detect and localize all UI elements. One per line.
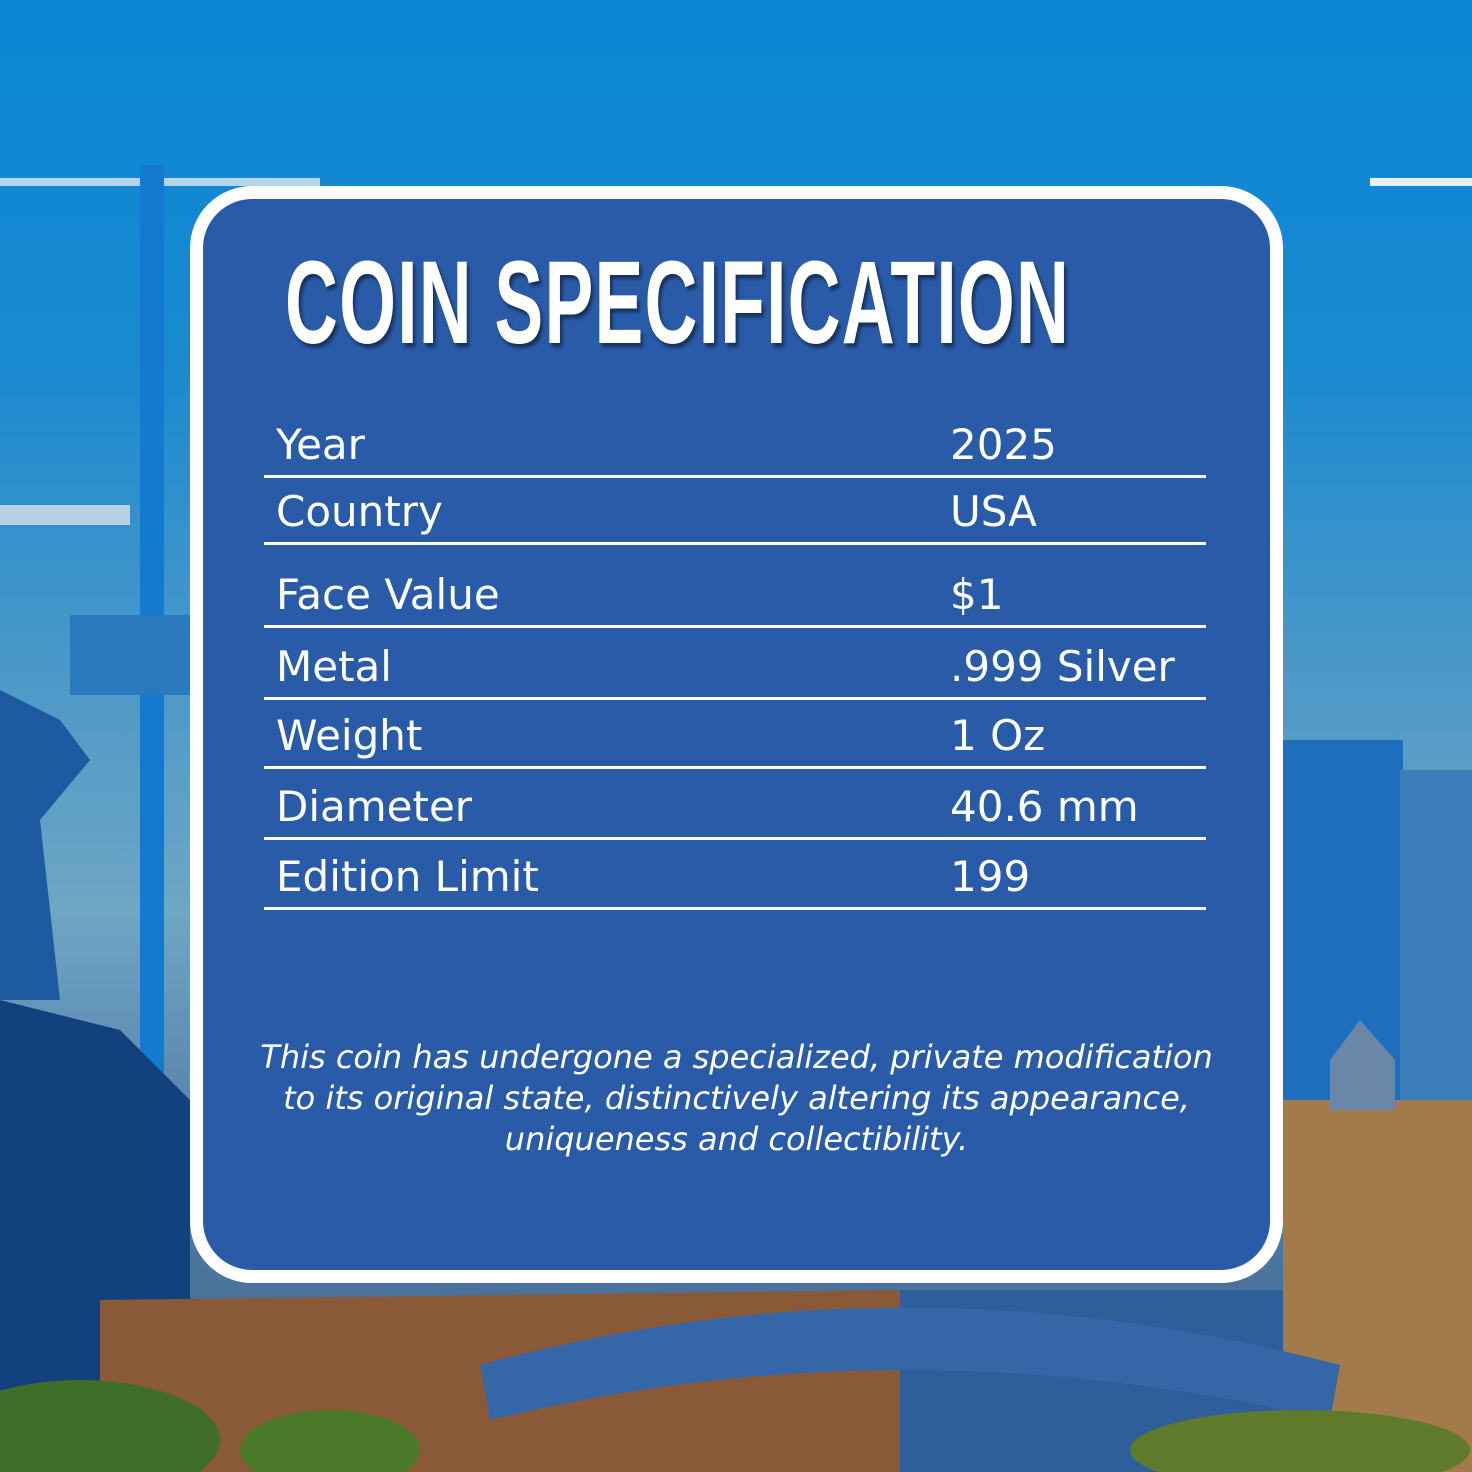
coin-specification-card: COIN SPECIFICATION Year 2025 Country USA… xyxy=(190,186,1283,1283)
spec-label: Year xyxy=(276,420,365,469)
spec-label: Metal xyxy=(276,642,392,691)
spec-row-edition-limit: Edition Limit 199 xyxy=(264,840,1206,910)
spec-value: USA xyxy=(950,487,1037,536)
spec-value: 2025 xyxy=(950,420,1057,469)
spec-row-weight: Weight 1 Oz xyxy=(264,700,1206,769)
spec-label: Country xyxy=(276,487,443,536)
spec-value: $1 xyxy=(950,570,1004,619)
spec-row-diameter: Diameter 40.6 mm xyxy=(264,769,1206,840)
spec-row-year: Year 2025 xyxy=(264,389,1206,478)
spec-label: Face Value xyxy=(276,570,500,619)
spec-label: Weight xyxy=(276,711,423,760)
spec-value: .999 Silver xyxy=(950,642,1175,691)
page-title: COIN SPECIFICATION xyxy=(285,237,1071,369)
spec-value: 1 Oz xyxy=(950,711,1046,760)
modification-note: This coin has undergone a specialized, p… xyxy=(260,1038,1213,1158)
spec-row-face-value: Face Value $1 xyxy=(264,545,1206,628)
spec-value: 40.6 mm xyxy=(950,782,1139,831)
spec-row-metal: Metal .999 Silver xyxy=(264,628,1206,700)
spec-row-country: Country USA xyxy=(264,478,1206,545)
spec-label: Diameter xyxy=(276,782,473,831)
spec-label: Edition Limit xyxy=(276,852,539,901)
spec-value: 199 xyxy=(950,852,1031,901)
